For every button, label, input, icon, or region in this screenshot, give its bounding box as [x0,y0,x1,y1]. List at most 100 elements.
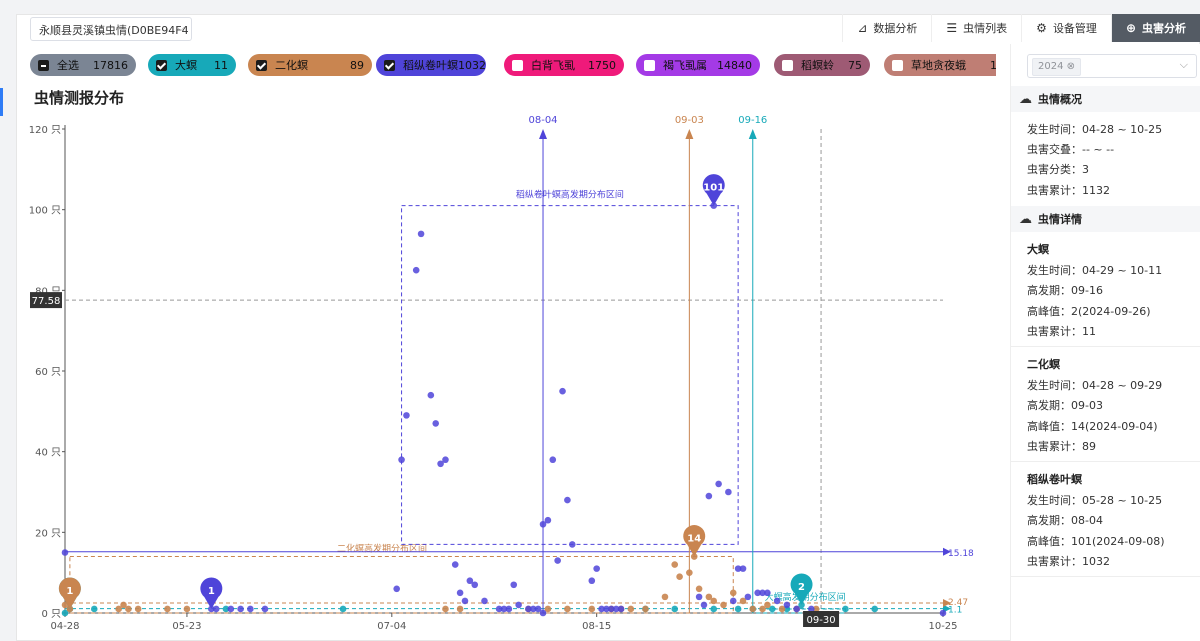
filter-label: 草地贪夜蛾 [911,59,966,72]
filter-label: 全选 [57,59,79,72]
year-tag-label: 2024 [1038,61,1064,72]
data-point [715,480,722,488]
data-point [90,605,98,613]
pest-distribution-chart: 0 只 20 只 40 只 60 只 80 只 100 只 120 只 04-28 05-23 0… [29,115,974,632]
data-point [939,609,947,617]
detail-line: 虫害累计：89 [1027,440,1096,453]
filter-pill-all[interactable]: 全选 17816 [30,54,136,76]
detail-line: 发生时间：04-29 ~ 10-11 [1027,264,1163,277]
filter-pill-he-fei-shi-shu[interactable]: 褐飞虱属 14840 [636,54,760,76]
high-period-arrow [685,129,694,139]
data-point [61,609,69,617]
tab-pest-list[interactable]: ☰ 虫情列表 [931,14,1021,42]
average-arrow [943,599,951,608]
filter-pill-bai-bei-fei-shi[interactable]: 白背飞虱 1750 [504,54,624,76]
average-label: 15.18 [948,549,974,559]
high-period-arrow [748,129,757,139]
data-point [437,460,444,468]
data-point [539,609,547,617]
average-label: 2.47 [948,598,968,608]
data-point [793,605,800,613]
y-tick-label: 20 只 [35,528,61,539]
data-point [729,597,737,605]
year-tag: 2024 ⊗ [1032,58,1082,76]
tab-device-management[interactable]: ⚙ 设备管理 [1021,14,1111,42]
overview-line: 发生时间：04-28 ~ 10-25 [1027,123,1163,136]
high-period-label: 09-03 [675,115,704,126]
data-point [754,589,761,597]
data-point [134,605,142,613]
chart-title: 虫情测报分布 [34,89,125,107]
data-point [642,605,649,613]
filter-pill-da-ming[interactable]: 大螟 11 [148,54,236,76]
overview-line: 虫害分类：3 [1027,163,1089,176]
data-point [393,585,400,593]
filter-count: 14840 [717,58,752,72]
detail-line: 发生时间：05-28 ~ 10-25 [1027,494,1163,507]
tab-data-analysis[interactable]: ⊿ 数据分析 [842,14,931,42]
data-point [544,516,552,524]
filter-pill-cao-di-tan-ye-e[interactable]: 草地贪夜蛾 13 [884,54,996,76]
data-point [525,605,532,613]
data-point [734,605,742,613]
crosshair-y-label: 77.58 [32,296,61,307]
data-point [466,577,474,585]
y-tick-label: 0 只 [41,609,61,620]
overview-line: 虫害累计：1132 [1027,184,1110,197]
detail-line: 高峰值：101(2024-09-08) [1027,535,1165,548]
checkbox-unchecked-icon [892,59,903,71]
crosshair-x-pointer [803,611,840,627]
data-point [744,593,752,601]
gear-icon: ⚙ [1036,21,1047,35]
data-point [451,561,459,568]
data-point [559,387,566,395]
data-point [729,589,737,597]
checkbox-checked-icon [384,59,395,71]
data-point [710,605,718,613]
detail-pest-name: 大螟 [1027,243,1049,256]
data-point [593,565,600,572]
data-point [403,412,410,419]
data-point [564,605,571,613]
data-point [739,597,747,605]
y-tick-label: 100 只 [29,206,61,217]
data-point [661,593,669,601]
station-select[interactable]: 永顺县灵溪镇虫情(D0BE94F4 ⌵ [30,17,192,41]
high-period-label: 09-16 [738,115,767,126]
filter-label: 二化螟 [275,59,308,72]
checkbox-indeterminate-icon [38,59,49,71]
data-point [710,597,718,605]
filter-label: 大螟 [175,59,197,72]
y-tick-label: 40 只 [35,448,61,459]
tab-pest-analysis[interactable]: ⊕ 虫害分析 [1110,14,1200,42]
data-point [808,605,815,613]
y-tick-label: 60 只 [35,367,61,378]
filter-pill-dao-zong-juan-ye-ming[interactable]: 稻纵卷叶螟 1032 [376,54,486,76]
data-point [398,456,405,464]
detail-line: 高发期：09-03 [1027,399,1103,412]
data-point [768,605,776,613]
data-point [227,605,235,613]
high-period-band [69,556,734,614]
tab-label: 虫情列表 [963,22,1008,35]
top-navigation: ⊿ 数据分析 ☰ 虫情列表 ⚙ 设备管理 ⊕ 虫害分析 [842,14,1200,42]
year-select[interactable]: 2024 ⊗ ⌵ [1027,54,1197,78]
peak-label: 101 [703,183,724,194]
data-point [164,605,171,613]
high-period-band [401,205,739,545]
data-point [764,601,771,609]
sidebar-panel: 2024 ⊗ ⌵ ☁ 虫情概况 发生时间：04-28 ~ 10-25 虫害交叠：… [1010,44,1200,641]
data-point [554,557,561,564]
data-point [549,456,557,464]
data-point [764,589,771,597]
checkbox-unchecked-icon [782,59,793,71]
average-label: 1.1 [948,606,962,616]
data-point [700,601,708,609]
data-point [695,593,703,601]
cloud-upload-icon: ☁ [1019,91,1032,107]
data-point [759,605,766,613]
filter-pill-er-hua-ming[interactable]: 二化螟 89 [248,54,372,76]
divider [1011,576,1200,577]
data-point [671,561,679,568]
filter-pill-dao-ming-ling[interactable]: 稻螟蛉 75 [774,54,870,76]
